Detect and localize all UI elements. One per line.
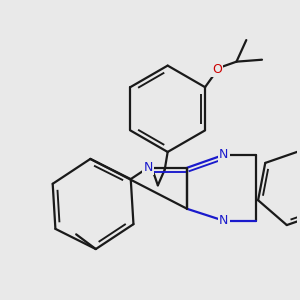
Text: N: N — [219, 148, 228, 161]
Text: N: N — [219, 214, 228, 227]
Text: N: N — [143, 161, 153, 174]
Text: O: O — [212, 63, 222, 76]
Text: N: N — [143, 161, 153, 174]
